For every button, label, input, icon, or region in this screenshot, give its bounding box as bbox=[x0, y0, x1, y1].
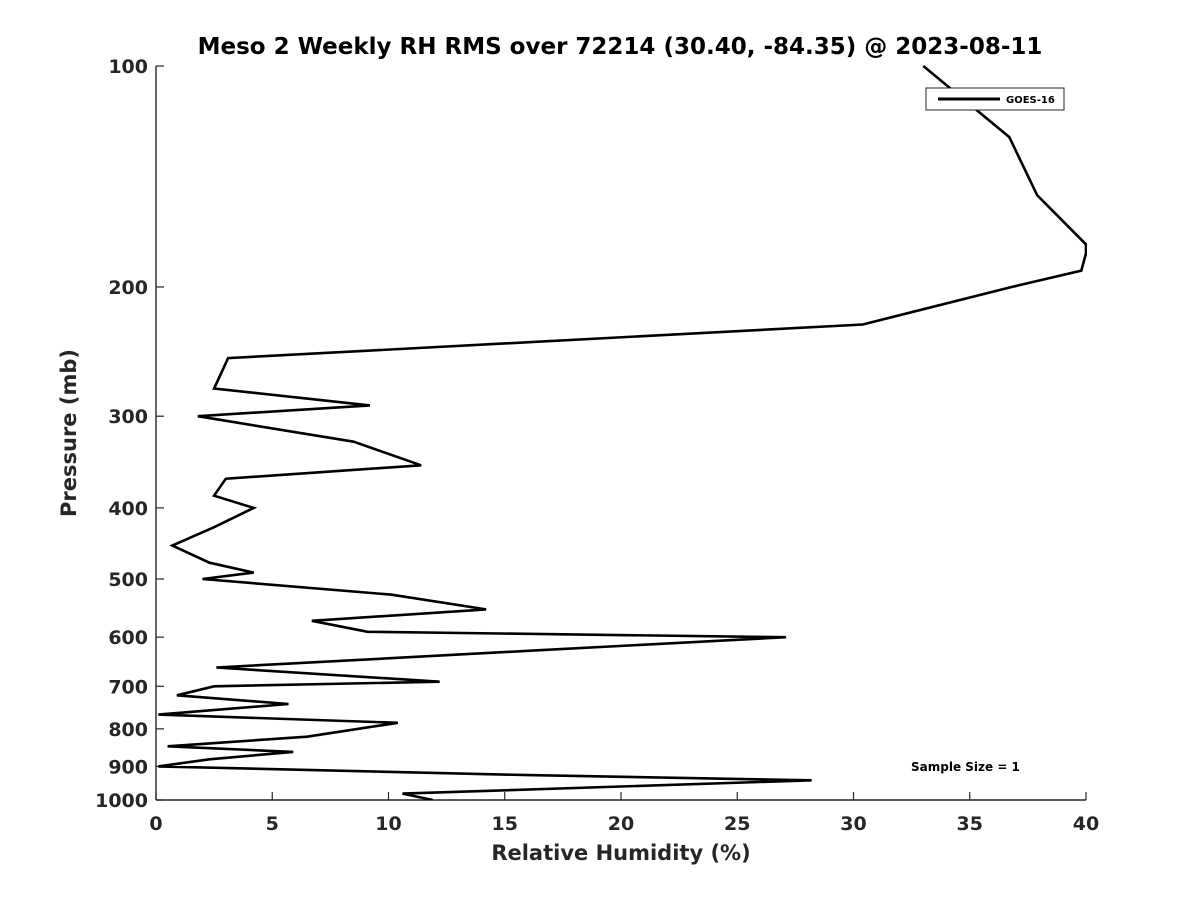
x-tick-label: 35 bbox=[957, 813, 983, 835]
y-tick-label: 100 bbox=[108, 56, 148, 78]
y-tick-label: 400 bbox=[108, 498, 148, 520]
y-tick-label: 600 bbox=[108, 627, 148, 649]
x-tick-label: 30 bbox=[840, 813, 866, 835]
x-tick-label: 40 bbox=[1073, 813, 1099, 835]
x-tick-label: 15 bbox=[492, 813, 518, 835]
x-tick-label: 20 bbox=[608, 813, 634, 835]
x-tick-label: 25 bbox=[724, 813, 750, 835]
y-axis-label: Pressure (mb) bbox=[57, 349, 81, 517]
series-layer bbox=[158, 64, 1087, 800]
legend: GOES-16 bbox=[925, 87, 1065, 111]
sample-size-annotation: Sample Size = 1 bbox=[911, 760, 1020, 774]
x-tick-label: 0 bbox=[149, 813, 162, 835]
y-tick-label: 1000 bbox=[95, 790, 148, 812]
x-tick-label: 10 bbox=[375, 813, 401, 835]
y-tick-label: 900 bbox=[108, 756, 148, 778]
y-tick-label: 700 bbox=[108, 676, 148, 698]
series-line-goes-16 bbox=[158, 64, 1087, 800]
legend-label: GOES-16 bbox=[1006, 95, 1055, 106]
y-tick-label: 500 bbox=[108, 569, 148, 591]
chart-title: Meso 2 Weekly RH RMS over 72214 (30.40, … bbox=[198, 34, 1043, 60]
x-axis-ticks: 0 5 10 15 20 25 30 35 40 bbox=[149, 792, 1099, 835]
x-tick-label: 5 bbox=[266, 813, 279, 835]
y-tick-label: 300 bbox=[108, 406, 148, 428]
y-tick-label: 800 bbox=[108, 719, 148, 741]
y-tick-label: 200 bbox=[108, 277, 148, 299]
y-axis-ticks: 100 200 300 400 500 600 700 800 900 1000 bbox=[95, 56, 164, 812]
x-axis-label: Relative Humidity (%) bbox=[491, 841, 750, 865]
